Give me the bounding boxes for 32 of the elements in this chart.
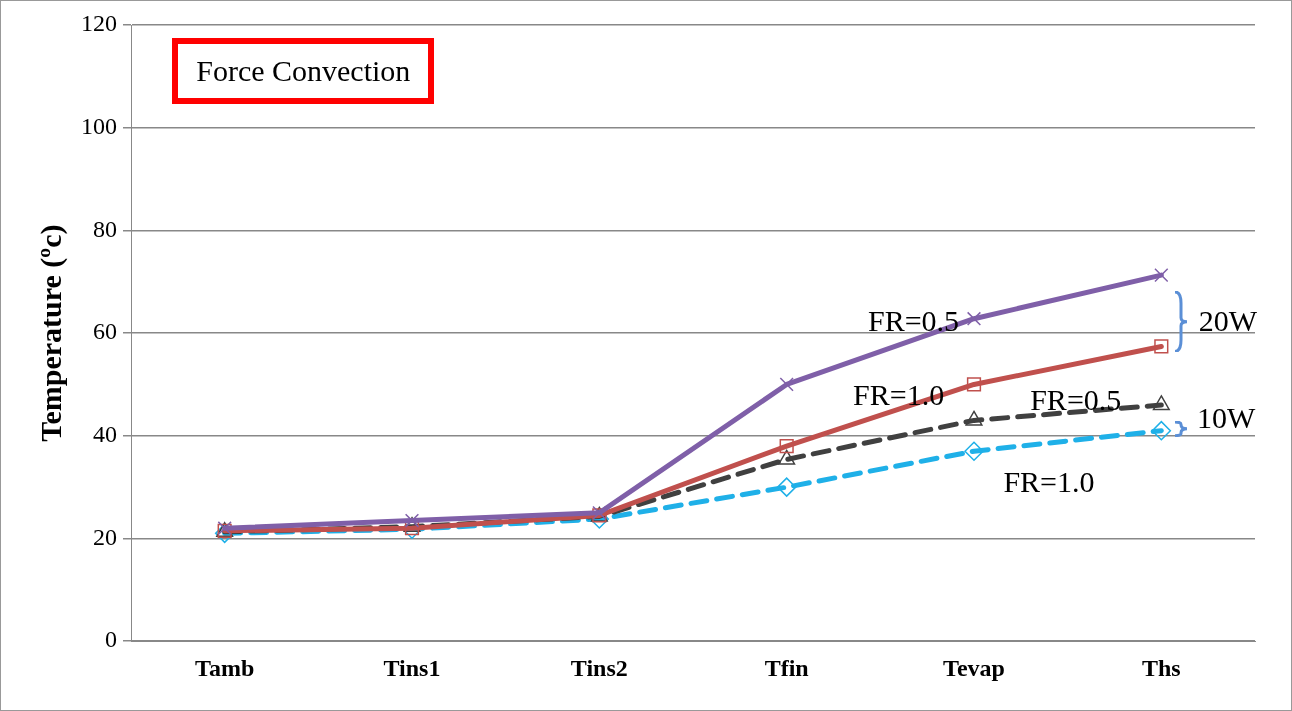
- point: [779, 377, 794, 392]
- annotation: 10W: [1196, 400, 1256, 434]
- y-tick-label: 20: [93, 523, 117, 550]
- point: [1154, 267, 1169, 283]
- point: [966, 377, 982, 392]
- annotation: FR=1.0: [1003, 465, 1095, 498]
- annotation: 20W: [1198, 304, 1258, 338]
- y-tick-label: 40: [93, 421, 117, 448]
- point: [1151, 420, 1172, 441]
- annotation: FR=1.0: [853, 377, 945, 411]
- point: [1154, 339, 1169, 354]
- x-tick-label: Tins2: [570, 654, 628, 681]
- x-tick-label: Tfin: [764, 654, 809, 681]
- y-tick-label: 120: [81, 10, 117, 37]
- x-tick-label: Tins1: [383, 654, 441, 681]
- y-tick-label: 60: [93, 318, 117, 345]
- point: [404, 513, 420, 528]
- point: [966, 311, 982, 326]
- x-tick-label: Ths: [1141, 654, 1181, 681]
- y-tick-label: 80: [93, 215, 117, 242]
- x-tick-label: Tamb: [195, 654, 255, 681]
- point: [1152, 395, 1170, 411]
- y-tick-label: 0: [105, 626, 117, 653]
- point: [964, 441, 984, 461]
- x-tick-label: Tevap: [943, 654, 1005, 681]
- point: [779, 438, 794, 454]
- y-tick-label: 100: [81, 113, 117, 139]
- annotation: FR=0.5: [1030, 382, 1122, 416]
- annotation: Force Convection: [172, 38, 435, 105]
- y-axis-title: Temperature (ºc): [33, 224, 68, 442]
- annotation: FR=0.5: [868, 304, 960, 338]
- point: [776, 477, 797, 497]
